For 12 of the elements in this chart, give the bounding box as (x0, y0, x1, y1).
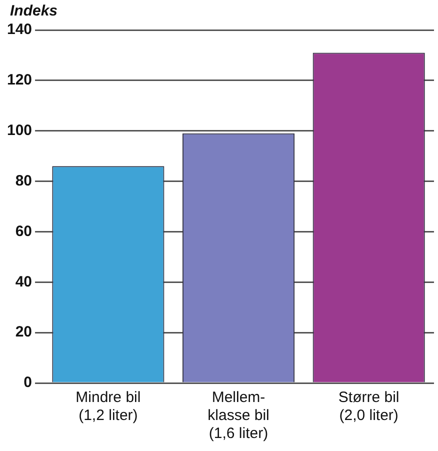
y-tick-label: 20 (15, 324, 32, 341)
y-tick-label: 140 (6, 21, 32, 38)
y-tick-label: 40 (15, 273, 32, 290)
y-tick-label: 60 (15, 222, 32, 240)
x-tick-label: Mindre bil (1,2 liter) (76, 389, 141, 424)
y-axis-title: Indeks (10, 2, 58, 20)
x-tick-label: Større bil (2,0 liter) (338, 389, 400, 424)
y-tick-label: 120 (6, 72, 32, 89)
x-tick-label: Mellem- klasse bil (1,6 liter) (208, 389, 270, 442)
y-tick-label: 80 (15, 172, 32, 190)
y-tick-label: 100 (6, 122, 32, 139)
y-tick-label: 0 (24, 374, 32, 392)
